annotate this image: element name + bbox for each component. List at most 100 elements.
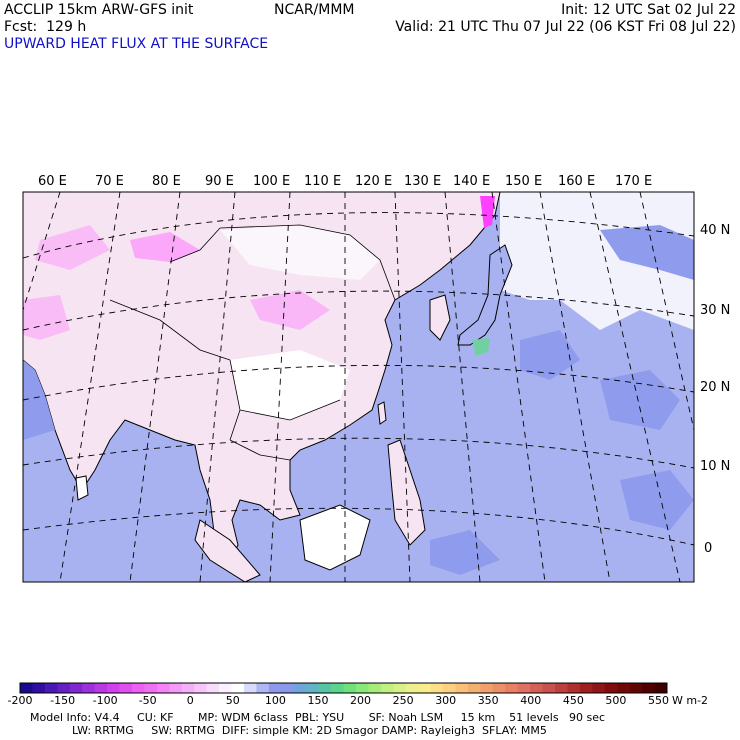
org-label: NCAR/MMM bbox=[274, 2, 355, 18]
map-frame bbox=[22, 191, 695, 583]
colorbar-swatch bbox=[380, 683, 394, 693]
political-borders bbox=[109, 224, 396, 461]
colorbar-swatch bbox=[368, 683, 382, 693]
ocean-cell-2 bbox=[600, 370, 680, 430]
colorbar-swatch bbox=[592, 683, 606, 693]
colorbar-swatch bbox=[443, 683, 456, 693]
pacific-patch bbox=[600, 225, 694, 280]
valid-time: Valid: 21 UTC Thu 07 Jul 22 (06 KST Fri … bbox=[395, 19, 736, 35]
sri-lanka bbox=[75, 475, 89, 501]
meridian-170e bbox=[639, 192, 694, 431]
colorbar-swatch bbox=[355, 683, 369, 693]
map-field bbox=[23, 192, 694, 582]
colorbar-units: W m-2 bbox=[672, 694, 708, 707]
colorbar-swatch bbox=[629, 683, 643, 693]
colorbar-swatch bbox=[94, 683, 108, 693]
meridian-150e bbox=[539, 192, 611, 582]
lat-label: 10 N bbox=[700, 459, 730, 474]
colorbar-swatch bbox=[32, 683, 46, 693]
ocean-cell-3 bbox=[620, 470, 694, 530]
borneo bbox=[299, 504, 371, 571]
sumatra bbox=[194, 519, 261, 582]
colorbar-tick-label: -150 bbox=[50, 694, 75, 707]
colorbar-swatch bbox=[505, 683, 519, 693]
colorbar-swatch bbox=[169, 683, 183, 693]
colorbar-swatch bbox=[82, 683, 96, 693]
graticule bbox=[23, 192, 694, 582]
colorbar-swatch bbox=[418, 683, 432, 693]
colorbar-ticks: -200 -150 -100 -50 0 50 100 150 200 250 300 350 400 4… bbox=[8, 694, 669, 707]
lon-label: 140 E bbox=[453, 174, 490, 189]
colorbar-swatch bbox=[567, 683, 581, 693]
south-china-region bbox=[230, 350, 350, 420]
colorbar-swatch bbox=[430, 683, 444, 693]
ocean-cell-1 bbox=[520, 330, 580, 380]
lon-label: 110 E bbox=[304, 174, 341, 189]
japan-warm-patch bbox=[472, 338, 490, 356]
colorbar-swatch bbox=[194, 683, 208, 693]
colorbar-swatch bbox=[181, 683, 195, 693]
colorbar-swatch bbox=[306, 683, 320, 693]
colorbar-tick-label: 150 bbox=[308, 694, 329, 707]
colorbar-tick-label: 450 bbox=[563, 694, 584, 707]
colorbar-swatch bbox=[604, 683, 618, 693]
colorbar-swatch bbox=[156, 683, 170, 693]
lon-label: 100 E bbox=[253, 174, 290, 189]
lon-label: 90 E bbox=[205, 174, 234, 189]
colorbar-swatch bbox=[343, 683, 357, 693]
colorbar-swatch bbox=[119, 683, 133, 693]
central-asia-hotspot bbox=[35, 225, 110, 270]
colorbar-swatch bbox=[256, 683, 270, 693]
colorbar-swatch bbox=[57, 683, 71, 693]
model-info-line2: LW: RRTMG SW: RRTMG DIFF: simple KM: 2D … bbox=[72, 724, 547, 737]
colorbar-swatch bbox=[542, 683, 556, 693]
arabian-sea bbox=[23, 360, 55, 440]
lat-labels: 40 N 30 N 20 N 10 N 0 bbox=[700, 223, 730, 556]
colorbar-swatch bbox=[467, 683, 481, 693]
colorbar-swatch bbox=[555, 683, 568, 693]
colorbar-tick-label: 200 bbox=[350, 694, 371, 707]
colorbar-swatch bbox=[654, 683, 668, 693]
colorbar-swatch bbox=[480, 683, 494, 693]
colorbar-swatch bbox=[44, 683, 58, 693]
kazakh-hotspot bbox=[130, 232, 200, 262]
tibet-hotspot bbox=[250, 290, 330, 330]
lon-label: 120 E bbox=[355, 174, 392, 189]
colorbar-tick-label: 400 bbox=[520, 694, 541, 707]
iran-hotspot bbox=[23, 295, 70, 340]
lon-label: 150 E bbox=[505, 174, 542, 189]
colorbar-swatch bbox=[331, 683, 344, 693]
lon-label: 80 E bbox=[152, 174, 181, 189]
colorbar-tick-label: 500 bbox=[605, 694, 626, 707]
lon-label: 160 E bbox=[558, 174, 595, 189]
model-title: ACCLIP 15km ARW-GFS init bbox=[4, 2, 194, 18]
colorbar-swatch bbox=[231, 683, 245, 693]
korea bbox=[429, 294, 451, 341]
colorbar-frame bbox=[19, 682, 668, 694]
mongolia-region bbox=[220, 225, 380, 280]
colorbar-swatch bbox=[293, 683, 307, 693]
colorbar-swatch bbox=[281, 683, 295, 693]
colorbar-swatch bbox=[206, 683, 220, 693]
colorbar-swatch bbox=[455, 683, 469, 693]
colorbar-swatch bbox=[219, 683, 233, 693]
colorbar-tick-label: 250 bbox=[393, 694, 414, 707]
colorbar-tick-label: 0 bbox=[187, 694, 194, 707]
colorbar-swatch bbox=[617, 683, 631, 693]
parallel-10n bbox=[23, 437, 694, 469]
lon-label: 60 E bbox=[38, 174, 67, 189]
lat-label: 20 N bbox=[700, 380, 730, 395]
colorbar-tick-label: -100 bbox=[93, 694, 118, 707]
meridian-160e bbox=[589, 192, 681, 582]
taiwan bbox=[377, 401, 387, 425]
lat-label: 0 bbox=[704, 541, 712, 556]
colorbar-tick-label: 550 bbox=[648, 694, 669, 707]
colorbar-swatch bbox=[393, 683, 407, 693]
parallel-30n bbox=[23, 290, 694, 331]
colorbar-tick-label: 50 bbox=[226, 694, 240, 707]
model-info-line1: Model Info: V4.4 CU: KF MP: WDM 6class P… bbox=[30, 711, 606, 724]
colorbar-swatch bbox=[642, 683, 656, 693]
colorbar-swatch bbox=[268, 683, 282, 693]
colorbar-swatch bbox=[517, 683, 531, 693]
